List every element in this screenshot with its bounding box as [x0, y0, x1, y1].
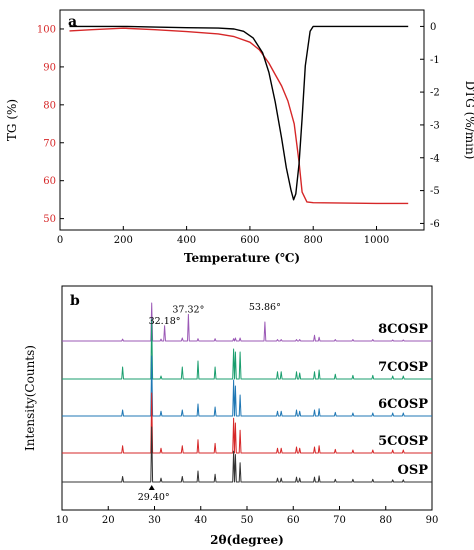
panel-b-peak-annotation: 32.18° — [149, 316, 181, 327]
panel-a-x-tick-label: 200 — [114, 235, 133, 246]
panel-a-right-y-tick-label: -3 — [430, 120, 440, 131]
panel-b-series-label: OSP — [398, 463, 429, 478]
panel-b-x-ticks: 10 20 30 40 50 60 70 80 90 — [56, 506, 439, 526]
panel-b-series-label: 5COSP — [378, 434, 428, 449]
panel-a-y-axis-label: TG (%) — [5, 99, 19, 141]
panel-a-tg-dtg-chart: a 0 200 400 600 800 1000 50 60 70 80 90 100 0 -1 -2 -… — [5, 9, 474, 265]
panel-b-x-tick-label: 90 — [426, 515, 439, 526]
panel-b-annotations: 32.18°37.32° 53.86° 29.40° — [138, 302, 281, 503]
panel-b-plot-frame — [61, 285, 433, 511]
panel-b-peak-arrow — [148, 485, 155, 490]
panel-a-tg-curve — [69, 27, 409, 205]
panel-a-y-tick-label: 90 — [43, 62, 56, 73]
panel-b-pattern-osp — [62, 426, 432, 483]
panel-b-x-tick-label: 10 — [56, 515, 69, 526]
panel-b-x-tick-label: 80 — [379, 515, 392, 526]
panel-a-x-ticks: 0 200 400 600 800 1000 — [57, 226, 389, 246]
panel-a-right-y-tick-label: -6 — [430, 219, 440, 230]
panel-a-x-tick-label: 0 — [57, 235, 63, 246]
panel-a-right-y-tick-label: -4 — [430, 153, 440, 164]
panel-a-y-ticks: 50 60 70 80 90 100 — [37, 24, 64, 225]
panel-a-right-y-tick-label: 0 — [430, 22, 436, 33]
panel-b-series — [62, 302, 432, 483]
panel-b-x-tick-label: 20 — [102, 515, 115, 526]
panel-b-pattern-7cosp — [62, 318, 432, 380]
panel-a-y-tick-label: 100 — [37, 24, 56, 35]
panel-a-y-tick-label: 70 — [43, 138, 56, 149]
panel-b-x-axis-label: 2θ(degree) — [210, 533, 284, 547]
panel-a-right-y-tick-label: -2 — [430, 88, 440, 99]
panel-b-pattern-6cosp — [62, 355, 432, 417]
panel-b-peak-annotation: 29.40° — [138, 492, 170, 503]
panel-a-series — [69, 25, 409, 205]
panel-a-right-y-tick-label: -1 — [430, 55, 440, 66]
panel-a-dtg-curve — [69, 25, 409, 201]
panel-b-peak-annotation: 37.32° — [172, 304, 204, 315]
panel-b-x-tick-label: 30 — [148, 515, 161, 526]
panel-b-x-tick-label: 60 — [287, 515, 300, 526]
panel-b-peak-annotation: 53.86° — [249, 302, 281, 313]
panel-b-x-tick-label: 50 — [241, 515, 254, 526]
panel-b-x-tick-label: 70 — [333, 515, 346, 526]
panel-a-right-y-axis-label: DTG (%/min) — [463, 81, 474, 160]
panel-a-y-tick-label: 50 — [43, 214, 56, 225]
panel-b-pattern-8cosp — [62, 302, 432, 342]
panel-b-series-labels: 8COSP 7COSP 6COSP 5COSP OSP — [378, 322, 428, 478]
panel-a-x-tick-label: 600 — [240, 235, 259, 246]
panel-a-label: a — [68, 14, 77, 30]
panel-b-y-axis-label: Intensity(Counts) — [23, 345, 37, 451]
panel-b-series-label: 8COSP — [378, 322, 428, 337]
panel-b-label: b — [70, 293, 80, 309]
panel-a-y-tick-label: 80 — [43, 100, 56, 111]
panel-b-pattern-5cosp — [62, 392, 432, 454]
panel-b-series-label: 6COSP — [378, 397, 428, 412]
panel-b-series-label: 7COSP — [378, 360, 428, 375]
panel-a-right-y-ticks: 0 -1 -2 -3 -4 -5 -6 — [420, 22, 440, 230]
panel-a-right-y-tick-label: -5 — [430, 186, 440, 197]
panel-a-y-tick-label: 60 — [43, 176, 56, 187]
panel-a-x-tick-label: 800 — [304, 235, 323, 246]
panel-b-x-tick-label: 40 — [194, 515, 207, 526]
panel-a-x-tick-label: 1000 — [364, 235, 389, 246]
panel-a-x-axis-label: Temperature (℃) — [184, 251, 300, 265]
panel-a-x-tick-label: 400 — [177, 235, 196, 246]
panel-a-plot-frame — [59, 9, 425, 231]
panel-b-xrd-chart: b 10 20 30 40 50 60 70 80 90 8COSP 7COSP 6COSP 5COS… — [23, 285, 439, 547]
